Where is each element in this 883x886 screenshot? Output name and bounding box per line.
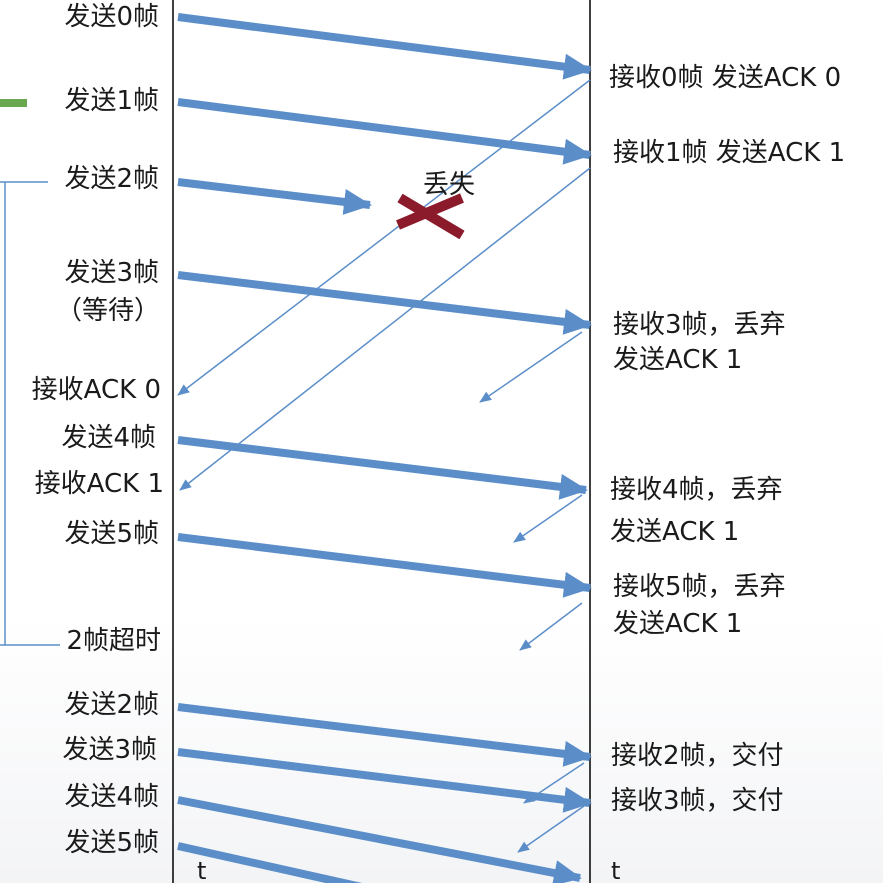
accent-bar xyxy=(0,99,27,107)
receiver-frame-2-deliver: 接收2帧，交付 xyxy=(611,741,784,771)
frame-3-arrow xyxy=(177,271,592,335)
sender-resend-frame-5: 发送5帧 xyxy=(64,828,159,858)
receiver-frame-0-ack-0: 接收0帧 发送ACK 0 xyxy=(609,63,842,93)
ack-2-arrow xyxy=(523,762,585,804)
sender-send-frame-4: 发送4帧 xyxy=(61,423,156,453)
sender-time-label: t xyxy=(197,857,207,885)
frame-1-arrow xyxy=(177,98,592,165)
frame-4-arrow xyxy=(177,436,588,500)
receiver-send-ack-1-a: 发送ACK 1 xyxy=(613,345,743,375)
sender-send-frame-1: 发送1帧 xyxy=(64,86,159,116)
receiver-send-ack-1-c: 发送ACK 1 xyxy=(613,609,743,639)
frame-2-retransmit-arrow xyxy=(177,703,592,767)
frame-0-arrow xyxy=(177,13,592,80)
sender-resend-frame-2: 发送2帧 xyxy=(64,690,159,720)
sender-resend-frame-3: 发送3帧 xyxy=(62,735,157,765)
receiver-frame-5-discard: 接收5帧，丢弃 xyxy=(613,572,786,602)
receiver-frame-3-deliver: 接收3帧，交付 xyxy=(611,786,784,816)
sender-send-frame-3: 发送3帧 xyxy=(64,258,159,288)
sender-receive-ack-1: 接收ACK 1 xyxy=(34,469,164,499)
lost-x-mark xyxy=(396,193,465,240)
receiver-frame-1-ack-1: 接收1帧 发送ACK 1 xyxy=(613,138,846,168)
frame-5-arrow xyxy=(177,533,592,598)
ack-1-arrow xyxy=(179,167,591,491)
sender-waiting: （等待） xyxy=(56,296,161,326)
sender-send-frame-2: 发送2帧 xyxy=(64,164,159,194)
ack-3-arrow xyxy=(517,805,585,853)
sender-frame-2-timeout: 2帧超时 xyxy=(66,626,161,656)
ack-1-after-frame-3-arrow xyxy=(479,331,583,403)
sender-send-frame-5: 发送5帧 xyxy=(64,519,159,549)
ack-0-arrow xyxy=(177,79,591,396)
frame-4-retransmit-arrow xyxy=(177,796,582,883)
frame-3-retransmit-arrow xyxy=(177,748,592,813)
receiver-time-label: t xyxy=(611,857,621,885)
lost-label: 丢失 xyxy=(423,170,476,200)
frame-2-arrow-lost xyxy=(177,178,372,215)
receiver-frame-4-discard: 接收4帧，丢弃 xyxy=(610,475,783,505)
receiver-frame-3-discard: 接收3帧，丢弃 xyxy=(613,310,786,340)
receiver-send-ack-1-b: 发送ACK 1 xyxy=(610,517,740,547)
sender-resend-frame-4: 发送4帧 xyxy=(64,782,159,812)
sender-send-frame-0: 发送0帧 xyxy=(64,2,159,32)
ack-1-after-frame-4-arrow xyxy=(513,494,583,543)
frame-5-retransmit-arrow xyxy=(177,842,363,883)
sender-receive-ack-0: 接收ACK 0 xyxy=(31,375,161,405)
ack-1-after-frame-5-arrow xyxy=(519,602,583,651)
